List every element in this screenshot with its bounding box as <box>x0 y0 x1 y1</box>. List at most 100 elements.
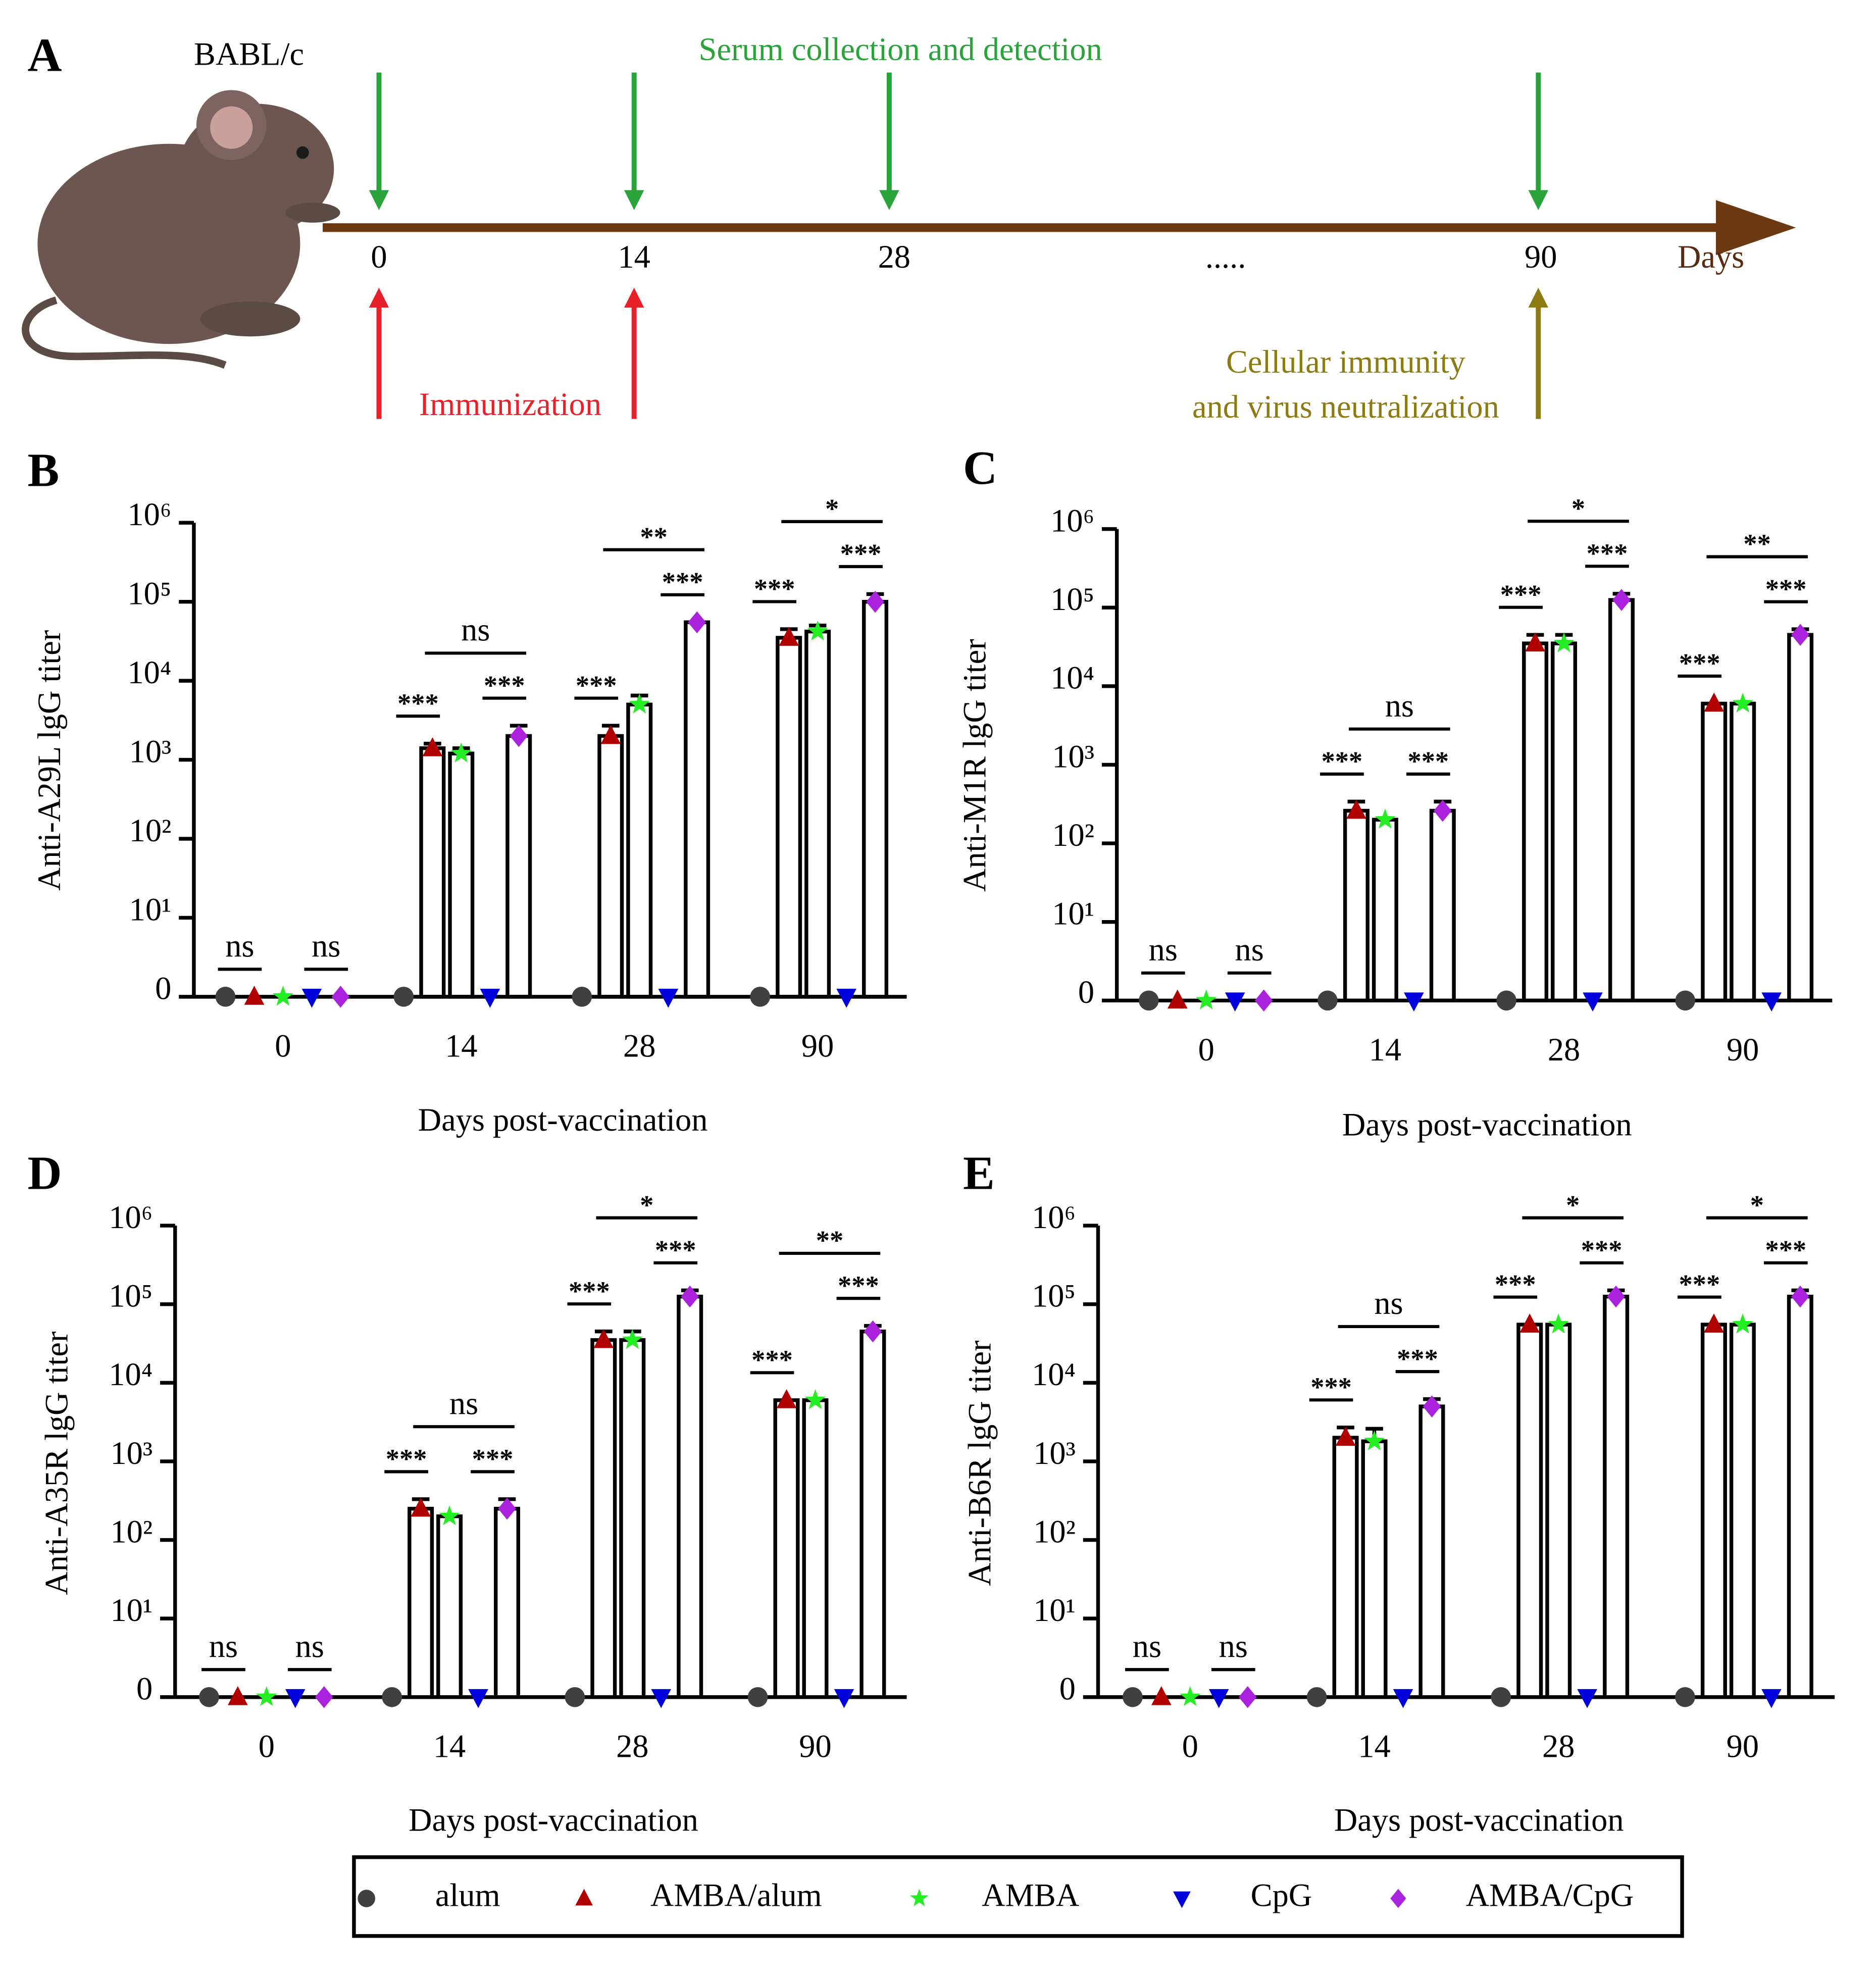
significance-label: ** <box>640 521 667 552</box>
data-point <box>228 1686 248 1705</box>
significance-label: *** <box>1765 1234 1806 1265</box>
data-point <box>1225 992 1245 1012</box>
bar <box>1730 701 1756 1002</box>
y-tick-label: 10¹ <box>1033 1592 1076 1628</box>
bar <box>619 1338 646 1699</box>
x-tick-label: 0 <box>275 1028 291 1064</box>
bar <box>1429 808 1456 1002</box>
data-point <box>1375 808 1396 829</box>
significance-label: *** <box>1679 1269 1720 1299</box>
bar <box>1332 1436 1359 1699</box>
serum-arrows <box>369 72 1549 211</box>
significance-label: *** <box>1397 1343 1438 1374</box>
significance-label: *** <box>655 1234 696 1265</box>
y-tick-label: 10⁴ <box>109 1356 153 1392</box>
x-axis-label: Days post-vaccination <box>409 1802 698 1838</box>
bar <box>1787 1294 1813 1699</box>
data-point <box>1732 1313 1753 1334</box>
day-label: 90 <box>1525 239 1557 275</box>
y-tick-label: 10⁶ <box>1050 502 1094 538</box>
timeline-panel: A BABL/c Serum collection and detection … <box>22 29 1796 425</box>
x-tick-label: 14 <box>1369 1032 1401 1068</box>
bar <box>1787 633 1814 1002</box>
data-point <box>468 1689 488 1708</box>
y-tick-label: 10⁴ <box>1050 660 1094 696</box>
mouse-icon <box>22 90 340 369</box>
strain-label: BABL/c <box>194 36 304 72</box>
data-point <box>804 1389 826 1409</box>
significance-label: ns <box>449 1385 478 1421</box>
immunization-arrows <box>369 287 644 419</box>
bar <box>408 1506 434 1699</box>
bar <box>448 751 475 999</box>
significance-label: *** <box>1587 538 1628 569</box>
data-point <box>600 725 621 744</box>
data-point <box>393 987 414 1007</box>
data-point <box>750 987 771 1007</box>
y-tick-label: 10⁵ <box>1050 581 1094 617</box>
significance-label: ** <box>816 1225 843 1256</box>
y-tick-label: 10³ <box>1033 1435 1076 1471</box>
day-label: ..... <box>1205 239 1246 275</box>
bar <box>419 746 446 999</box>
panel-letter: D <box>28 1147 62 1200</box>
significance-label: ns <box>1235 932 1264 968</box>
day-label: 28 <box>878 239 910 275</box>
significance-label: *** <box>840 538 882 569</box>
data-point <box>1491 1687 1511 1707</box>
significance-label: * <box>825 493 839 524</box>
significance-label: ** <box>1743 528 1770 559</box>
significance-label: *** <box>662 566 703 597</box>
y-tick-label: 10² <box>1052 817 1094 853</box>
bar <box>859 1329 886 1699</box>
data-point <box>1393 1689 1413 1708</box>
x-axis-label: Days post-vaccination <box>1334 1802 1624 1838</box>
bar <box>1522 641 1549 1002</box>
data-point <box>807 620 828 641</box>
panel-letter: C <box>963 442 997 494</box>
data-point <box>510 725 528 747</box>
x-tick-label: 28 <box>1542 1729 1575 1764</box>
data-point <box>747 1687 768 1707</box>
data-point <box>498 1497 516 1520</box>
y-tick-label: 10² <box>111 1513 153 1549</box>
legend-label: CpG <box>1251 1877 1312 1913</box>
legend-label: alum <box>435 1877 500 1913</box>
data-point <box>622 1329 643 1349</box>
significance-label: *** <box>1765 573 1807 604</box>
data-point <box>1346 799 1366 819</box>
data-point <box>256 1686 277 1706</box>
legend-marker <box>358 1890 376 1907</box>
data-point <box>1791 624 1809 646</box>
y-tick-label: 0 <box>1078 974 1094 1010</box>
day-label: 14 <box>618 239 650 275</box>
bar <box>776 636 802 999</box>
bar <box>436 1514 463 1699</box>
significance-label: ns <box>461 612 490 648</box>
data-point <box>439 1505 460 1526</box>
bar <box>493 1506 521 1699</box>
significance-label: *** <box>386 1443 427 1474</box>
data-point <box>866 590 885 613</box>
data-point <box>1577 1689 1597 1708</box>
y-axis-label: Anti-M1R lgG titer <box>957 639 993 892</box>
significance-label: *** <box>838 1270 879 1301</box>
significance-label: *** <box>1495 1269 1536 1299</box>
data-point <box>1519 1313 1540 1333</box>
significance-label: *** <box>751 1344 793 1375</box>
bar <box>773 1398 800 1699</box>
x-tick-label: 90 <box>1727 1032 1759 1068</box>
data-point <box>779 627 799 646</box>
data-point <box>1583 992 1603 1012</box>
significance-label: *** <box>472 1443 514 1474</box>
cellular-label: Cellular immunity <box>1226 344 1465 380</box>
bar <box>590 1338 617 1699</box>
legend-box <box>352 1855 1684 1938</box>
x-tick-label: 28 <box>1548 1032 1580 1068</box>
legend-label: AMBA <box>982 1877 1080 1913</box>
legend-marker <box>575 1889 593 1906</box>
legend-label: AMBA/alum <box>650 1877 822 1913</box>
data-point <box>244 986 265 1005</box>
legend-label: AMBA/CpG <box>1466 1877 1634 1913</box>
